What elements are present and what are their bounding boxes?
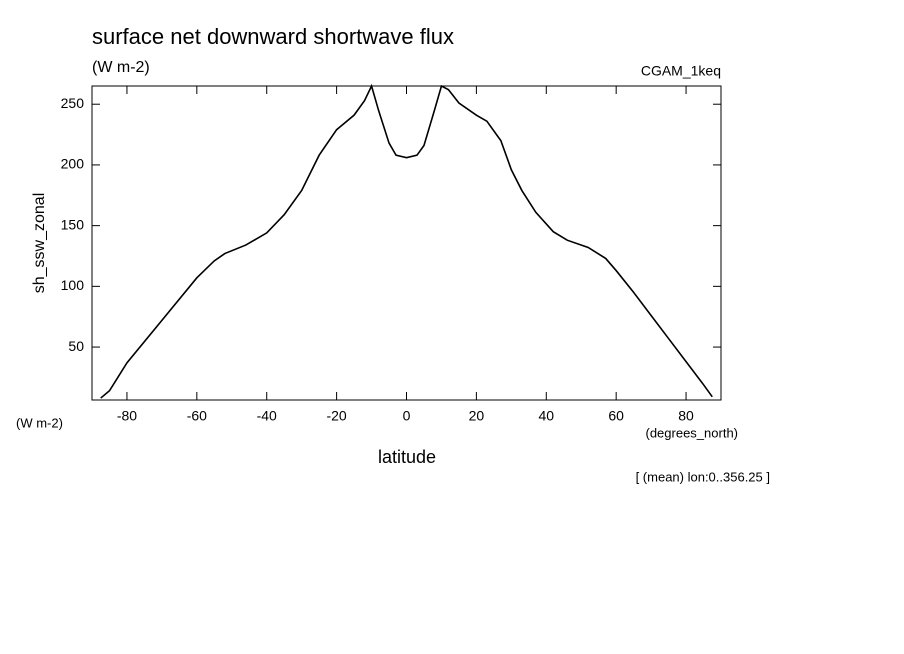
x-tick-label: -40 (257, 408, 277, 424)
y-tick-label: 150 (61, 216, 85, 232)
dataset-label: CGAM_1keq (641, 63, 721, 79)
x-tick-label: 60 (608, 408, 624, 424)
plot-frame (91, 85, 722, 401)
y-tick-label: 200 (61, 156, 85, 172)
y-units-label: (W m-2) (16, 415, 63, 430)
x-tick-label: -20 (326, 408, 346, 424)
chart-subtitle: (W m-2) (92, 59, 150, 76)
x-tick-label: 40 (538, 408, 554, 424)
x-tick-label: 0 (403, 408, 411, 424)
chart-title: surface net downward shortwave flux (92, 24, 454, 49)
footnote: [ (mean) lon:0..356.25 ] (636, 469, 770, 484)
x-tick-label: 20 (469, 408, 485, 424)
y-tick-label: 50 (68, 338, 84, 354)
y-axis-label: sh_ssw_zonal (31, 193, 48, 294)
data-line (100, 83, 713, 399)
y-tick-label: 250 (61, 95, 85, 111)
x-tick-label: -80 (117, 408, 137, 424)
x-axis-label: latitude (378, 447, 436, 467)
y-tick-label: 100 (61, 277, 85, 293)
x-units-label: (degrees_north) (646, 425, 739, 440)
x-tick-label: -60 (187, 408, 207, 424)
x-tick-label: 80 (678, 408, 694, 424)
